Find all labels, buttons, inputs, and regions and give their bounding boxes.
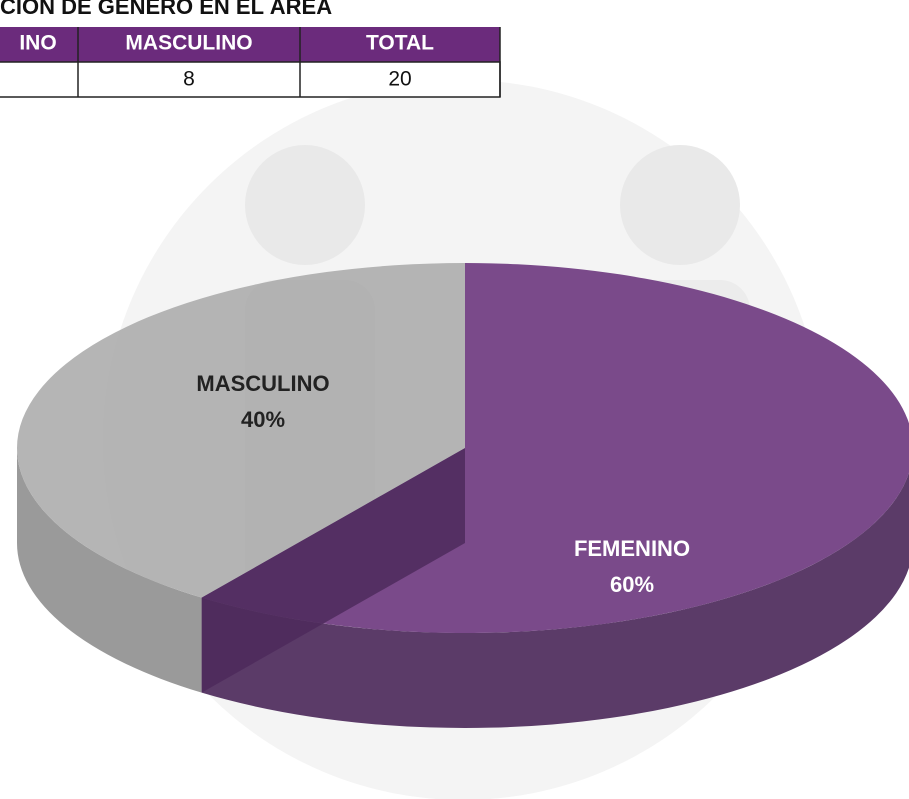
table-header-cell: MASCULINO bbox=[125, 32, 252, 55]
slice-label: MASCULINO bbox=[196, 371, 329, 396]
table-cell: 8 bbox=[183, 68, 195, 91]
page-title: CIÓN DE GÉNERO EN EL ÁREA bbox=[0, 0, 332, 19]
slice-value-label: 60% bbox=[610, 572, 654, 597]
page: {"title": "CIÓN DE GÉNERO EN EL ÁREA", "… bbox=[0, 0, 909, 799]
icon-head-left bbox=[245, 145, 365, 265]
table-header-cell: TOTAL bbox=[366, 32, 434, 55]
table-body-row bbox=[0, 62, 500, 97]
pie-chart: FEMENINO 60% MASCULINO 40% bbox=[17, 263, 909, 728]
table-cell: 20 bbox=[388, 68, 411, 91]
slice-label: FEMENINO bbox=[574, 536, 690, 561]
icon-head-right bbox=[620, 145, 740, 265]
table-header-cell: INO bbox=[19, 32, 56, 55]
screen: CIÓN DE GÉNERO EN EL ÁREA INO MASCULINO … bbox=[0, 0, 909, 799]
slice-value-label: 40% bbox=[241, 407, 285, 432]
summary-table: INO MASCULINO TOTAL 8 20 bbox=[0, 27, 500, 97]
